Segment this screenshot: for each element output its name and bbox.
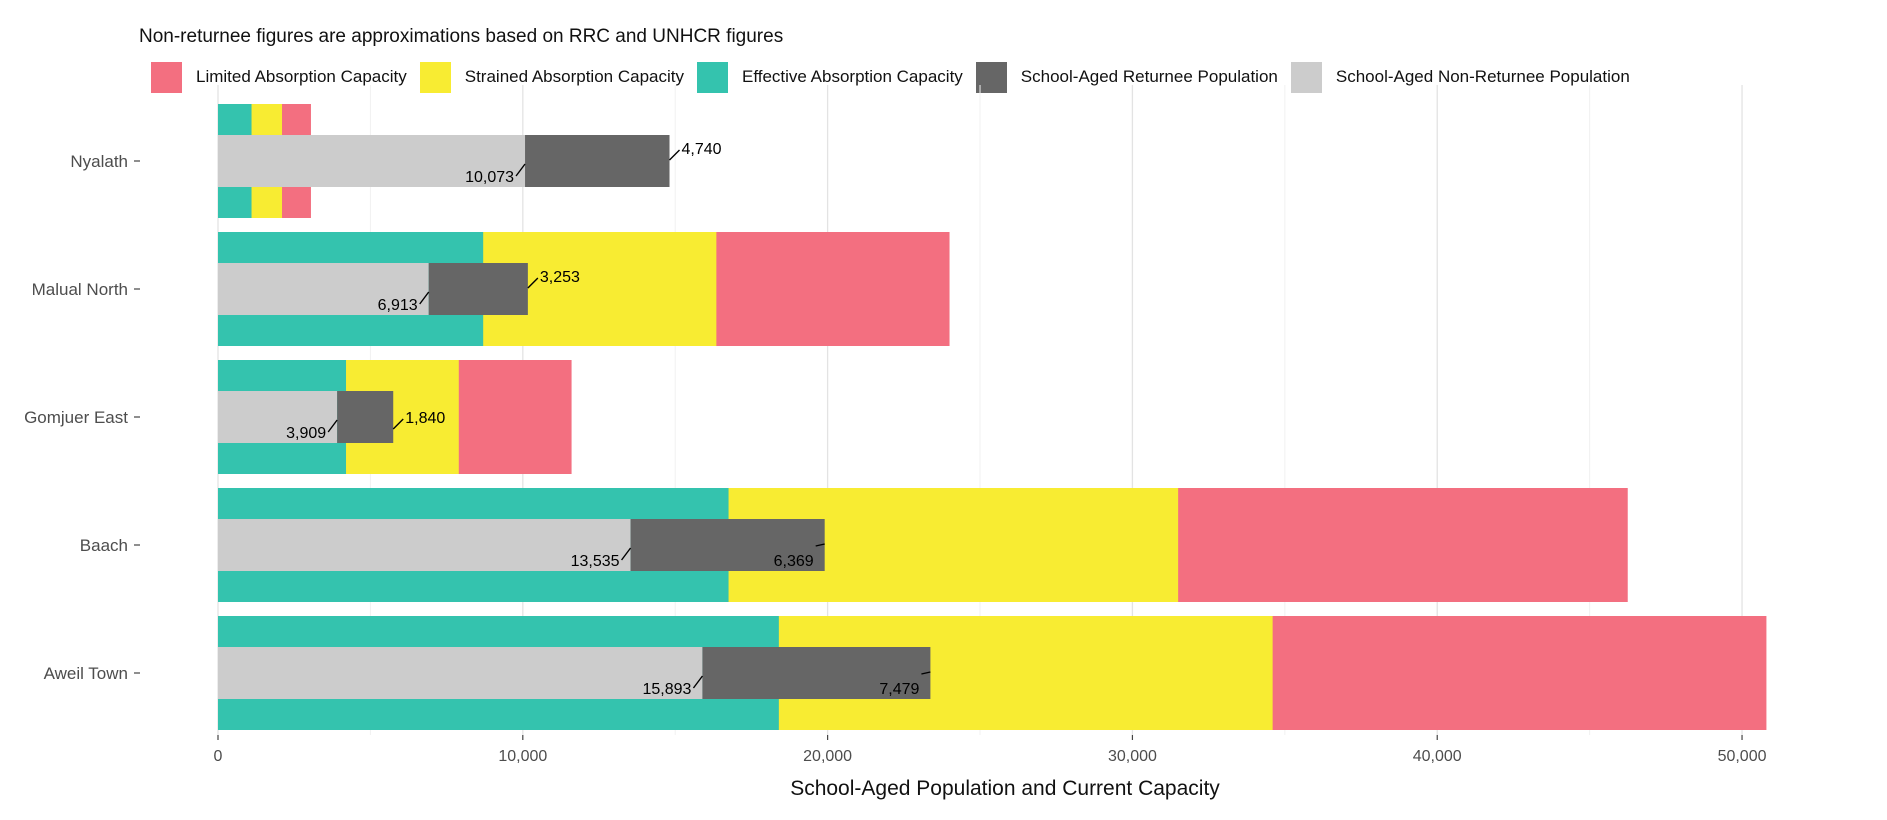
legend-item-effective: Effective Absorption Capacity [696, 61, 963, 93]
population-bar-returnee [630, 519, 825, 571]
population-bar-returnee [337, 391, 394, 443]
legend-item-non-returnee: School-Aged Non-Returnee Population [1290, 61, 1630, 93]
label-leader-line [515, 163, 526, 177]
returnee-value-label: 4,740 [682, 141, 722, 158]
x-tick-label: 10,000 [498, 748, 547, 765]
x-tick-label: 0 [214, 748, 223, 765]
population-bar-returnee [702, 647, 931, 699]
label-leader-line [392, 418, 404, 430]
chart-subtitle: Non-returnee figures are approximations … [139, 26, 784, 47]
legend-label-non-returnee: School-Aged Non-Returnee Population [1335, 67, 1630, 86]
legend-item-limited: Limited Absorption Capacity [151, 61, 407, 93]
data-label-group: 6,913 3,253 [378, 269, 580, 314]
data-label-group: 3,909 1,840 [286, 410, 445, 442]
bars [218, 104, 1767, 730]
legend-label-effective: Effective Absorption Capacity [741, 67, 963, 86]
population-bar-returnee [428, 263, 528, 315]
legend-label-returnee: School-Aged Returnee Population [1020, 67, 1278, 86]
population-bar-non-returnee [218, 135, 526, 187]
label-leader-line [527, 277, 539, 289]
returnee-value-label: 6,369 [774, 553, 814, 570]
non-returnee-value-label: 3,909 [286, 425, 326, 442]
y-tick-label: Aweil Town [44, 664, 128, 683]
population-bar-non-returnee [218, 263, 429, 315]
legend-item-strained: Strained Absorption Capacity [419, 61, 684, 93]
y-tick-label: Malual North [32, 280, 128, 299]
y-tick-label: Baach [80, 536, 128, 555]
x-tick-label: 50,000 [1718, 748, 1767, 765]
returnee-value-label: 3,253 [540, 269, 580, 286]
returnee-label-group: 6,369 [774, 543, 825, 570]
returnee-label-group: 4,740 [669, 141, 722, 161]
returnee-value-label: 1,840 [405, 410, 445, 427]
label-leader-line [921, 671, 931, 675]
non-returnee-value-label: 15,893 [642, 681, 691, 698]
label-leader-line [620, 547, 632, 561]
population-bar-non-returnee [218, 647, 703, 699]
label-leader-line [419, 291, 430, 305]
axes: Nyalath Malual North Gomjuer East Baach Awei… [24, 152, 1767, 765]
returnee-label-group: 3,253 [527, 269, 580, 289]
population-bar-returnee [525, 135, 670, 187]
x-tick-label: 30,000 [1108, 748, 1157, 765]
non-returnee-value-label: 6,913 [378, 297, 418, 314]
non-returnee-value-label: 13,535 [571, 553, 620, 570]
x-axis-title: School-Aged Population and Current Capac… [790, 777, 1220, 800]
returnee-label-group: 1,840 [392, 410, 445, 430]
data-label-group: 10,073 4,740 [465, 141, 722, 186]
y-tick-label: Nyalath [70, 152, 128, 171]
population-bar-non-returnee [218, 519, 631, 571]
chart-legend: Limited Absorption Capacity Strained Abs… [151, 60, 1643, 94]
legend-key-limited [151, 61, 182, 93]
label-leader-line [327, 419, 338, 433]
legend-key-returnee [975, 61, 1007, 93]
y-tick-label: Gomjuer East [24, 408, 128, 427]
legend-item-returnee: School-Aged Returnee Population [975, 61, 1278, 93]
data-labels: 10,073 4,740 6,913 3,253 3,909 1,840 13,535 6,3… [286, 141, 931, 698]
legend-label-limited: Limited Absorption Capacity [196, 67, 407, 86]
data-label-group: 15,893 7,479 [642, 671, 931, 698]
label-leader-line [692, 675, 703, 689]
legend-label-strained: Strained Absorption Capacity [464, 67, 684, 86]
population-bar-non-returnee [218, 391, 338, 443]
x-tick-label: 20,000 [803, 748, 852, 765]
label-leader-line [669, 149, 681, 161]
non-returnee-value-label: 10,073 [465, 169, 514, 186]
returnee-value-label: 7,479 [879, 681, 919, 698]
legend-key-non-returnee [1290, 61, 1322, 93]
x-tick-label: 40,000 [1413, 748, 1462, 765]
label-leader-line [815, 543, 825, 547]
legend-key-effective [696, 61, 728, 93]
data-label-group: 13,535 6,369 [571, 543, 825, 570]
returnee-label-group: 7,479 [879, 671, 931, 698]
legend-key-strained [419, 61, 451, 93]
